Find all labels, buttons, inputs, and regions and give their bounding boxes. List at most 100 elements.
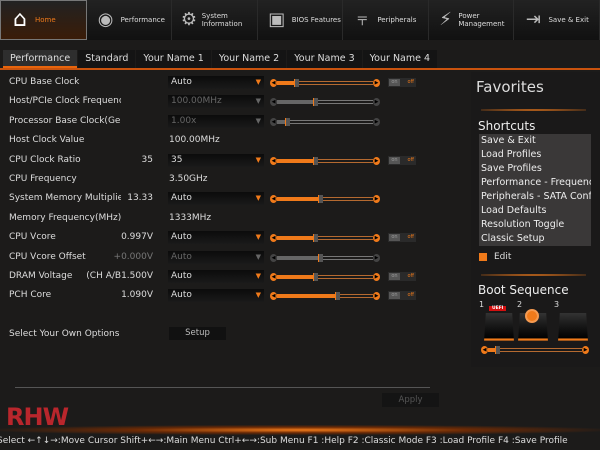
plug-icon: ⫧ — [357, 9, 368, 30]
setting-label: CPU Frequency — [9, 174, 77, 184]
slider-left-arrow-icon[interactable]: ◀ — [270, 195, 277, 204]
on-off-toggle[interactable]: on off — [388, 155, 416, 165]
favorites-panel: Favorites Shortcuts Save & Exit Load Prof… — [471, 72, 600, 367]
slider-left-arrow-icon[interactable]: ◀ — [270, 234, 277, 243]
boot-device-3[interactable] — [558, 313, 588, 341]
shortcuts-title: Shortcuts — [478, 119, 536, 133]
slider-knob[interactable] — [318, 253, 324, 262]
slider-right-arrow-icon[interactable]: ▶ — [373, 79, 380, 87]
menu-home[interactable]: ⌂ Home — [0, 0, 87, 40]
slider-knob[interactable] — [313, 273, 319, 281]
setting-label: Host/PCIe Clock Frequency — [9, 96, 121, 107]
tab-performance[interactable]: Performance — [3, 50, 78, 68]
dropdown-value: Auto — [171, 290, 192, 301]
menu-save-exit[interactable]: ⇥ Save & Exit — [514, 0, 600, 40]
shortcut-item[interactable]: Save Profiles — [481, 163, 542, 174]
slider-knob[interactable] — [284, 117, 290, 126]
on-off-toggle[interactable]: on off — [388, 272, 416, 281]
setting-slider[interactable]: ◀ ▶ — [270, 273, 380, 281]
setting-slider[interactable]: ◀ ▶ — [270, 292, 380, 301]
apply-button[interactable]: Apply — [382, 393, 439, 407]
setting-current-value: +0.000V — [113, 251, 153, 262]
slider-right-arrow-icon[interactable]: ▶ — [373, 273, 380, 281]
boot-number: 3 — [554, 300, 560, 309]
slider-right-arrow-icon[interactable]: ▶ — [373, 117, 380, 126]
setting-dropdown[interactable]: Auto ▼ — [168, 231, 264, 245]
slider-track — [277, 275, 373, 279]
menu-bios-features[interactable]: ▣ BIOS Features — [258, 0, 344, 40]
edit-checkbox[interactable]: Edit — [479, 252, 511, 262]
slider-left-arrow-icon[interactable]: ◀ — [270, 253, 277, 262]
setting-label: Processor Base Clock(Gear Ratio) — [9, 115, 121, 126]
chip-icon: ▣ — [268, 9, 286, 30]
shortcut-item[interactable]: Resolution Toggle — [481, 219, 565, 230]
menu-power-management[interactable]: ⚡ Power Management — [429, 0, 515, 40]
setting-dropdown[interactable]: 35 ▼ — [168, 153, 264, 167]
slider-knob[interactable] — [495, 346, 501, 354]
setting-dropdown[interactable]: Auto ▼ — [168, 192, 264, 206]
slider-left-arrow-icon[interactable]: ◀ — [481, 346, 488, 354]
setting-slider[interactable]: ◀ ▶ — [270, 79, 380, 87]
slider-left-arrow-icon[interactable]: ◀ — [270, 79, 277, 87]
shortcut-item[interactable]: Load Defaults — [481, 205, 547, 216]
slider-fill — [277, 255, 321, 260]
shortcut-item[interactable]: Classic Setup — [481, 233, 545, 244]
shortcut-item[interactable]: Save & Exit — [481, 135, 536, 146]
slider-right-arrow-icon[interactable]: ▶ — [373, 253, 380, 262]
setting-slider[interactable]: ◀ ▶ — [270, 234, 380, 243]
tab-your-name-1[interactable]: Your Name 1 — [136, 50, 211, 68]
slider-right-arrow-icon[interactable]: ▶ — [373, 98, 380, 107]
slider-left-arrow-icon[interactable]: ◀ — [270, 98, 277, 107]
on-off-toggle[interactable]: on off — [388, 291, 416, 301]
setting-dropdown[interactable]: Auto ▼ — [168, 76, 264, 89]
tab-your-name-4[interactable]: Your Name 4 — [362, 50, 438, 68]
shortcut-item[interactable]: Load Profiles — [481, 149, 542, 160]
slider-left-arrow-icon[interactable]: ◀ — [270, 117, 277, 126]
favorites-title: Favorites — [476, 78, 544, 96]
slider-right-arrow-icon[interactable]: ▶ — [373, 234, 380, 243]
setting-dropdown[interactable]: Auto ▼ — [168, 289, 264, 303]
setting-slider[interactable]: ◀ ▶ — [270, 156, 380, 165]
slider-track — [277, 119, 373, 124]
setup-button[interactable]: Setup — [169, 327, 226, 340]
tab-your-name-3[interactable]: Your Name 3 — [287, 50, 362, 68]
menu-peripherals[interactable]: ⫧ Peripherals — [343, 0, 429, 40]
boot-number: 1 — [479, 300, 485, 309]
slider-knob[interactable] — [335, 292, 341, 301]
slider-left-arrow-icon[interactable]: ◀ — [270, 273, 277, 281]
chevron-down-icon: ▼ — [255, 291, 261, 300]
menu-system-information[interactable]: ⚙ System Information — [172, 0, 258, 40]
slider-right-arrow-icon[interactable]: ▶ — [373, 292, 380, 301]
slider-knob[interactable] — [313, 234, 319, 243]
slider-knob[interactable] — [313, 156, 319, 165]
boot-device-1[interactable] — [484, 313, 514, 341]
slider-knob[interactable] — [313, 98, 319, 107]
slider-right-arrow-icon[interactable]: ▶ — [373, 195, 380, 204]
slider-knob[interactable] — [294, 79, 300, 87]
menu-label: System Information — [201, 12, 243, 28]
tab-your-name-2[interactable]: Your Name 2 — [211, 50, 287, 68]
toggle-on: on — [389, 292, 400, 300]
setting-dropdown[interactable]: Auto ▼ — [168, 270, 264, 283]
shortcut-item[interactable]: Peripherals - SATA Configuration — [481, 191, 591, 202]
boot-slider[interactable]: ◀ ▶ — [481, 346, 589, 354]
tab-standard[interactable]: Standard — [78, 50, 136, 68]
slider-knob[interactable] — [318, 195, 324, 204]
slider-right-arrow-icon[interactable]: ▶ — [582, 346, 589, 354]
slider-fill — [488, 348, 498, 352]
on-off-toggle[interactable]: on off — [388, 233, 416, 243]
setting-info-value: 100.00MHz — [169, 135, 220, 146]
menu-label: Home — [35, 16, 56, 24]
slider-right-arrow-icon[interactable]: ▶ — [373, 156, 380, 165]
menu-performance[interactable]: ◉ Performance — [87, 0, 173, 40]
setting-dropdown: 1.00x ▼ — [168, 114, 264, 128]
gear-icon: ⚙ — [180, 9, 198, 30]
slider-left-arrow-icon[interactable]: ◀ — [270, 292, 277, 301]
shortcuts-list: Save & Exit Load Profiles Save Profiles Per… — [479, 134, 591, 246]
slider-fill — [277, 100, 316, 105]
shortcut-item[interactable]: Performance - Frequency — [481, 177, 591, 188]
setting-slider[interactable]: ◀ ▶ — [270, 195, 380, 204]
on-off-toggle[interactable]: on off — [388, 78, 416, 87]
slider-left-arrow-icon[interactable]: ◀ — [270, 156, 277, 165]
setting-label: PCH Core — [9, 290, 52, 301]
